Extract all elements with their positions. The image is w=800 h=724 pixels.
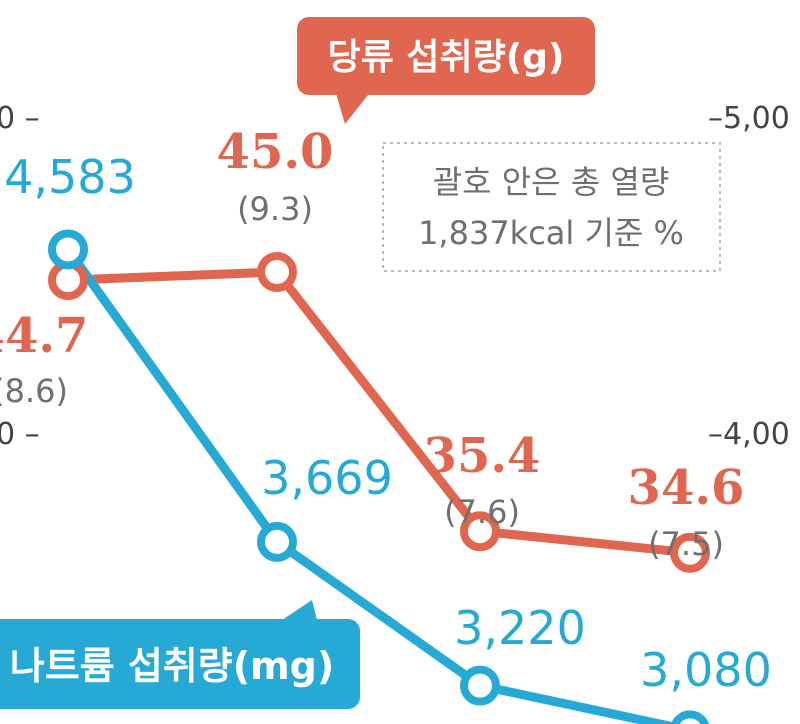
note-line-1: 괄호 안은 총 열량: [433, 163, 670, 201]
right-axis-tick-bottom: –4,00: [708, 417, 790, 452]
sugar-callout-box: [297, 17, 595, 95]
sugar-series-line: [67, 267, 691, 558]
sodium-callout-tail: [276, 600, 318, 624]
sugar-pct-label-2: (9.3): [237, 190, 313, 228]
left-axis-tick-bottom: 0 –: [0, 417, 40, 452]
sodium-callout: 나트륨 섭취량(mg): [0, 600, 360, 709]
sodium-point-2: [257, 521, 297, 562]
sugar-value-label-4: 34.6: [628, 460, 745, 516]
sodium-value-label-3: 3,220: [454, 601, 586, 655]
note-line-2: 1,837kcal 기준 %: [418, 214, 684, 252]
sodium-point-1: [48, 229, 88, 270]
data-labels: 44.7 45.0 35.4 34.6 (8.6) (9.3) (7.6) (7.5) 4,58…: [0, 124, 772, 697]
sugar-callout-label: 당류 섭취량(g): [328, 37, 565, 78]
sugar-callout-tail: [335, 90, 372, 124]
sodium-point-3: [460, 665, 500, 706]
sugar-value-label-3: 35.4: [424, 428, 541, 484]
sodium-value-label-2: 3,669: [261, 451, 393, 505]
sugar-series-points: [48, 252, 710, 573]
sugar-value-label-1: 44.7: [0, 308, 88, 364]
sodium-value-label-1: 4,583: [4, 150, 136, 204]
sodium-point-4: [671, 710, 709, 724]
sugar-value-label-2: 45.0: [217, 124, 334, 180]
sodium-callout-box: [0, 619, 360, 709]
left-axis: 0 – 0 –: [0, 101, 40, 452]
sugar-callout: 당류 섭취량(g): [297, 17, 595, 124]
sugar-pct-label-1: (8.6): [0, 372, 68, 410]
right-axis: –5,00 –4,00: [708, 101, 790, 452]
note-box: 괄호 안은 총 열량 1,837kcal 기준 %: [382, 142, 721, 272]
sodium-series-line: [64, 246, 682, 724]
sugar-pct-label-3: (7.6): [444, 493, 520, 531]
sodium-callout-label: 나트륨 섭취량(mg): [10, 644, 335, 688]
sodium-value-label-4: 3,080: [640, 643, 772, 697]
right-axis-tick-top: –5,00: [708, 101, 790, 136]
left-axis-tick-top: 0 –: [0, 101, 40, 136]
sugar-pct-label-4: (7.5): [648, 525, 724, 563]
sugar-point-3: [460, 511, 500, 552]
sugar-point-4: [670, 532, 710, 573]
sugar-point-2: [257, 252, 297, 292]
sodium-series-points: [48, 229, 709, 724]
note-border: [382, 142, 721, 272]
